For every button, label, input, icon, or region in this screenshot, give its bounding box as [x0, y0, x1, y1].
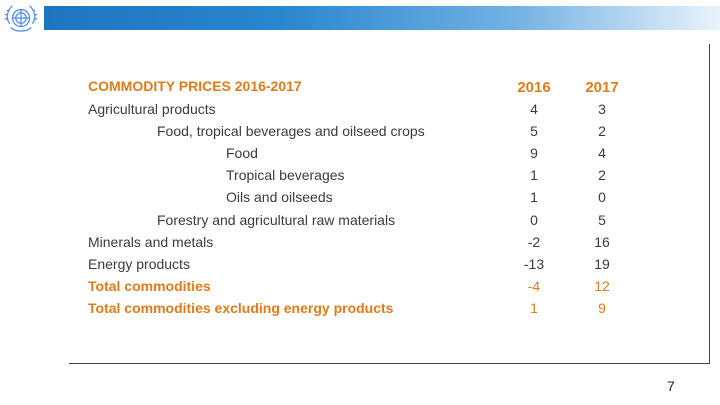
value-2017: 12	[594, 277, 610, 294]
row-label: Food	[226, 145, 258, 162]
row-label: Energy products	[88, 255, 190, 272]
row-label: Minerals and metals	[88, 233, 214, 250]
value-2017: 5	[598, 211, 606, 228]
table-row: Food 9 4	[0, 145, 720, 167]
header-bar	[44, 6, 720, 30]
value-2016: 9	[530, 145, 538, 162]
slide-right-border	[709, 44, 710, 364]
table-title: COMMODITY PRICES 2016-2017	[88, 78, 302, 94]
row-label: Forestry and agricultural raw materials	[157, 211, 396, 228]
value-2017: 16	[594, 233, 610, 250]
value-2016: -4	[527, 277, 541, 294]
value-2016: -2	[527, 233, 541, 250]
value-2016: 4	[530, 101, 538, 117]
value-2016: 1	[530, 167, 538, 184]
value-2017: 4	[598, 145, 606, 162]
value-2017: 9	[598, 299, 606, 316]
table-row: Total commodities -4 12	[0, 278, 720, 300]
table-row: Food, tropical beverages and oilseed cro…	[0, 123, 720, 145]
table-row: Agricultural products 4 3	[0, 101, 720, 123]
table-row: Oils and oilseeds 1 0	[0, 189, 720, 211]
value-2017: 0	[598, 189, 606, 206]
value-2017: 2	[598, 123, 606, 140]
row-label: Oils and oilseeds	[226, 189, 333, 206]
value-2016: 1	[530, 299, 538, 316]
value-2016: 1	[530, 189, 538, 206]
value-2017: 3	[598, 101, 606, 117]
value-2016: 5	[530, 123, 538, 140]
column-header-2016: 2016	[517, 79, 551, 96]
value-2017: 19	[594, 255, 610, 272]
row-label: Agricultural products	[88, 101, 216, 117]
table-row: Total commodities excluding energy produ…	[0, 300, 720, 322]
page-number: 7	[667, 378, 675, 394]
row-label: Total commodities excluding energy produ…	[88, 299, 394, 316]
row-label: Total commodities	[88, 277, 211, 294]
table-row: Forestry and agricultural raw materials 0…	[0, 212, 720, 234]
slide-bottom-border	[69, 363, 710, 364]
row-label: Tropical beverages	[226, 167, 345, 184]
value-2016: -13	[523, 255, 545, 272]
table-row: Energy products -13 19	[0, 256, 720, 278]
table-row: Tropical beverages 1 2	[0, 167, 720, 189]
value-2016: 0	[530, 211, 538, 228]
table-row: Minerals and metals -2 16	[0, 234, 720, 256]
row-label: Food, tropical beverages and oilseed cro…	[157, 123, 425, 140]
column-header-2017: 2017	[585, 79, 619, 96]
un-emblem-icon	[4, 5, 38, 32]
value-2017: 2	[598, 167, 606, 184]
